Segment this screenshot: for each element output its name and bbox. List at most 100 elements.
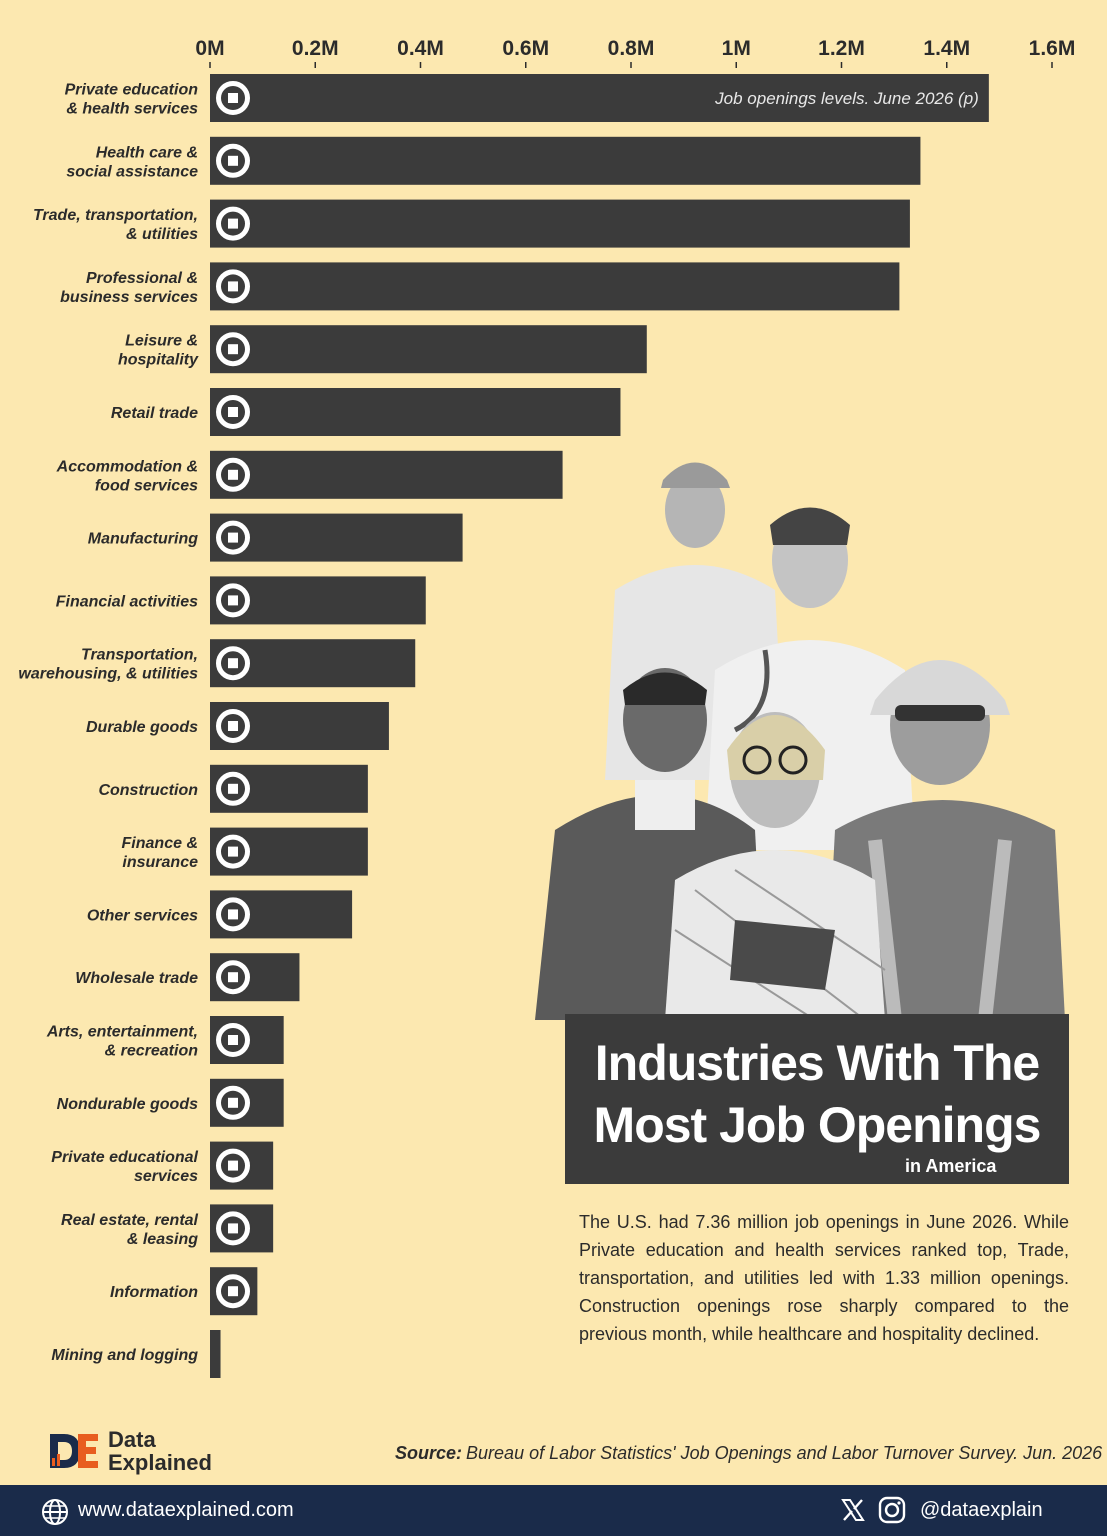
category-icon bbox=[214, 1083, 252, 1122]
category-icon bbox=[214, 1209, 252, 1248]
x-tick-label: 0M bbox=[195, 37, 224, 60]
bar-group: Retail trade bbox=[111, 388, 621, 436]
bar-group: Transportation, warehousing, & utilities bbox=[18, 639, 416, 688]
category-label: Financial activities bbox=[56, 593, 198, 610]
category-label: Private educational bbox=[51, 1149, 198, 1166]
bar-group: Arts, entertainment, & recreation bbox=[46, 1016, 284, 1064]
bar bbox=[210, 450, 563, 499]
category-label: warehousing, & utilities bbox=[18, 666, 198, 683]
category-icon bbox=[214, 455, 252, 494]
bar bbox=[210, 74, 989, 122]
category-icon bbox=[214, 1021, 252, 1059]
category-label: Trade, transportation, bbox=[33, 207, 198, 224]
category-label: Retail trade bbox=[111, 405, 198, 422]
category-icon bbox=[214, 1146, 252, 1185]
category-icon bbox=[214, 644, 252, 683]
bar-group: Other services bbox=[87, 890, 353, 939]
category-label: & recreation bbox=[105, 1043, 199, 1060]
bar-group: Real estate, rental & leasing bbox=[61, 1204, 274, 1253]
category-icon bbox=[214, 141, 252, 180]
bar-chart: 0M 0.2M 0.4M 0.6M 0.8M 1M 1.2M 1.4M 1.6M Private … bbox=[18, 37, 1076, 1378]
bar-group: Trade, transportation, & utilities bbox=[33, 199, 910, 248]
chart-subtitle: in America bbox=[905, 1156, 997, 1176]
category-label: & leasing bbox=[127, 1231, 198, 1248]
category-icon bbox=[214, 393, 252, 431]
category-icon bbox=[214, 204, 252, 243]
bar-group: Finance & insurance bbox=[122, 827, 368, 876]
bar bbox=[210, 325, 647, 374]
category-icon bbox=[214, 707, 252, 745]
brand-name: Data Explained bbox=[108, 1428, 212, 1474]
bar bbox=[210, 513, 463, 562]
category-icon bbox=[214, 330, 252, 369]
category-label: Private education bbox=[65, 82, 199, 99]
source-label: Source: bbox=[395, 1443, 463, 1463]
category-label: & utilities bbox=[126, 226, 198, 243]
source-note: Source: Bureau of Labor Statistics' Job O… bbox=[395, 1443, 1102, 1464]
category-label: Durable goods bbox=[86, 719, 198, 736]
bar-group: Private educational services bbox=[51, 1141, 274, 1190]
brand-line2: Explained bbox=[108, 1450, 212, 1475]
title-box: Industries With The Most Job Openings in… bbox=[565, 1014, 1069, 1184]
category-label: food services bbox=[95, 477, 198, 494]
category-label: Finance & bbox=[122, 835, 198, 852]
category-icon bbox=[214, 79, 252, 117]
chart-title: Industries With The Most Job Openings bbox=[593, 1035, 1042, 1153]
x-tick-label: 0.2M bbox=[292, 37, 339, 60]
summary-text: The U.S. had 7.36 million job openings i… bbox=[579, 1212, 1069, 1344]
website-text: www.dataexplained.com bbox=[78, 1499, 294, 1521]
category-label: Other services bbox=[87, 907, 198, 924]
x-tick-label: 0.8M bbox=[608, 37, 655, 60]
source-text: Bureau of Labor Statistics' Job Openings… bbox=[466, 1443, 1103, 1463]
bar-group: Construction bbox=[98, 764, 368, 813]
bar-group: Leisure & hospitality bbox=[118, 325, 647, 374]
category-icon bbox=[214, 267, 252, 306]
bar bbox=[210, 388, 621, 436]
category-label: insurance bbox=[122, 854, 198, 871]
bar-group: Information bbox=[110, 1267, 258, 1316]
footer-bar: www.dataexplained.com @dataexplain bbox=[0, 1485, 1107, 1536]
category-label: & health services bbox=[66, 101, 198, 118]
x-tick-label: 1M bbox=[722, 37, 751, 60]
bar-group: Professional & business services bbox=[60, 262, 900, 311]
brand: Data Explained bbox=[48, 1428, 248, 1474]
bar bbox=[210, 262, 900, 311]
category-label: Nondurable goods bbox=[57, 1096, 198, 1113]
category-label: Arts, entertainment, bbox=[46, 1024, 198, 1041]
instagram-icon[interactable] bbox=[878, 1496, 906, 1524]
x-logo-icon[interactable] bbox=[840, 1497, 866, 1523]
x-tick-label: 1.6M bbox=[1029, 37, 1076, 60]
bar-group: Nondurable goods bbox=[57, 1078, 284, 1127]
bar-group: Financial activities bbox=[56, 576, 426, 625]
category-label: Accommodation & bbox=[56, 458, 198, 475]
category-label: Manufacturing bbox=[88, 531, 198, 548]
category-icon bbox=[214, 581, 252, 620]
category-icon bbox=[214, 518, 252, 557]
category-label: Professional & bbox=[86, 270, 198, 287]
bar bbox=[210, 199, 910, 248]
brand-line1: Data bbox=[108, 1427, 156, 1452]
bar-group: Durable goods bbox=[86, 702, 389, 750]
social-handle[interactable]: @dataexplain bbox=[920, 1499, 1043, 1521]
category-label: Information bbox=[110, 1284, 198, 1301]
category-label: business services bbox=[60, 289, 198, 306]
category-icon bbox=[214, 832, 252, 871]
x-tick-label: 1.4M bbox=[923, 37, 970, 60]
bar-group: Wholesale trade bbox=[75, 953, 300, 1002]
bar-group: Manufacturing bbox=[88, 513, 463, 562]
category-label: Real estate, rental bbox=[61, 1212, 199, 1229]
data-explained-logo-icon bbox=[50, 1434, 98, 1468]
bar-group: Mining and logging bbox=[51, 1330, 221, 1378]
category-icon bbox=[214, 769, 252, 808]
category-label: Mining and logging bbox=[51, 1347, 198, 1364]
x-tick-label: 0.4M bbox=[397, 37, 444, 60]
bar-group: Health care & social assistance bbox=[66, 136, 921, 185]
bar bbox=[210, 136, 921, 185]
category-label: social assistance bbox=[66, 163, 198, 180]
category-label: services bbox=[134, 1168, 198, 1185]
category-icon bbox=[214, 958, 252, 997]
category-icon bbox=[214, 895, 252, 934]
category-label: hospitality bbox=[118, 352, 199, 369]
x-tick-label: 1.2M bbox=[818, 37, 865, 60]
category-icon bbox=[214, 1272, 252, 1311]
